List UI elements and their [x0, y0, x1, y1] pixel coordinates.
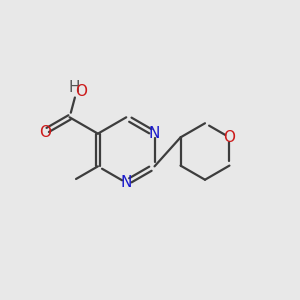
Text: N: N [149, 126, 160, 141]
Text: O: O [39, 125, 51, 140]
Text: O: O [76, 84, 88, 99]
Text: N: N [121, 175, 132, 190]
Text: O: O [224, 130, 236, 145]
Text: H: H [69, 80, 80, 95]
